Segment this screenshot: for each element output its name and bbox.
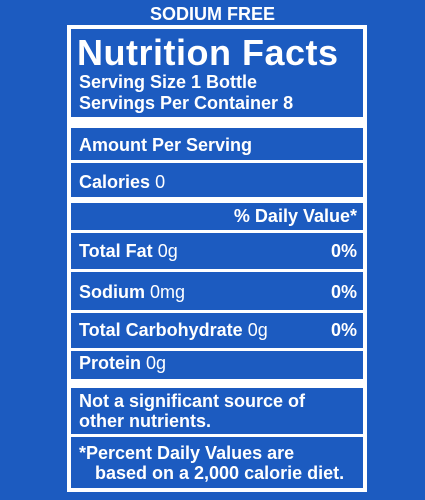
daily-value-header: % Daily Value* [233, 206, 357, 226]
nutrient-amount: 0g [157, 241, 178, 261]
nutrient-dv: 0% [330, 241, 357, 261]
nutrient-dv: 0% [330, 282, 357, 302]
servings: Servings Per Container 8 [79, 93, 294, 113]
nutrient-line: Total Fat 0g [79, 241, 178, 262]
note-line: Not a significant source of [79, 391, 306, 411]
serving-size: Serving Size 1 Bottle [79, 72, 258, 92]
calories-amount: 0 [155, 172, 166, 192]
nutrient-line: Sodium 0mg [79, 282, 185, 303]
label-title: Nutrition Facts [77, 32, 339, 73]
note-line: other nutrients. [79, 411, 212, 431]
medium-rule [71, 197, 363, 203]
nutrient-amount: 0mg [150, 282, 186, 302]
nutrient-dv: 0% [330, 320, 357, 340]
thick-rule [71, 117, 363, 128]
rule [71, 348, 363, 351]
nutrient-amount: 0g [247, 320, 268, 340]
nutrient-label: Sodium [79, 282, 145, 302]
amount-per-serving: Amount Per Serving [79, 135, 253, 155]
footnote-line: *Percent Daily Values are [79, 443, 295, 463]
nutrition-label: Nutrition Facts Serving Size 1 Bottle Se… [67, 25, 367, 492]
calories-line: Calories 0 [79, 172, 165, 193]
nutrient-line: Total Carbohydrate 0g [79, 320, 268, 341]
nutrient-label: Total Carbohydrate [79, 320, 243, 340]
footnote-line: based on a 2,000 calorie diet. [95, 463, 345, 483]
top-label: SODIUM FREE [149, 4, 275, 24]
rule [71, 269, 363, 272]
rule [71, 434, 363, 437]
nutrient-label: Total Fat [79, 241, 153, 261]
calories-label: Calories [79, 172, 151, 192]
protein-line: Protein 0g [79, 353, 166, 374]
protein-amount: 0g [146, 353, 167, 373]
protein-label: Protein [79, 353, 142, 373]
thick-rule [71, 379, 363, 388]
rule [71, 230, 363, 233]
rule [71, 310, 363, 313]
rule [71, 160, 363, 163]
